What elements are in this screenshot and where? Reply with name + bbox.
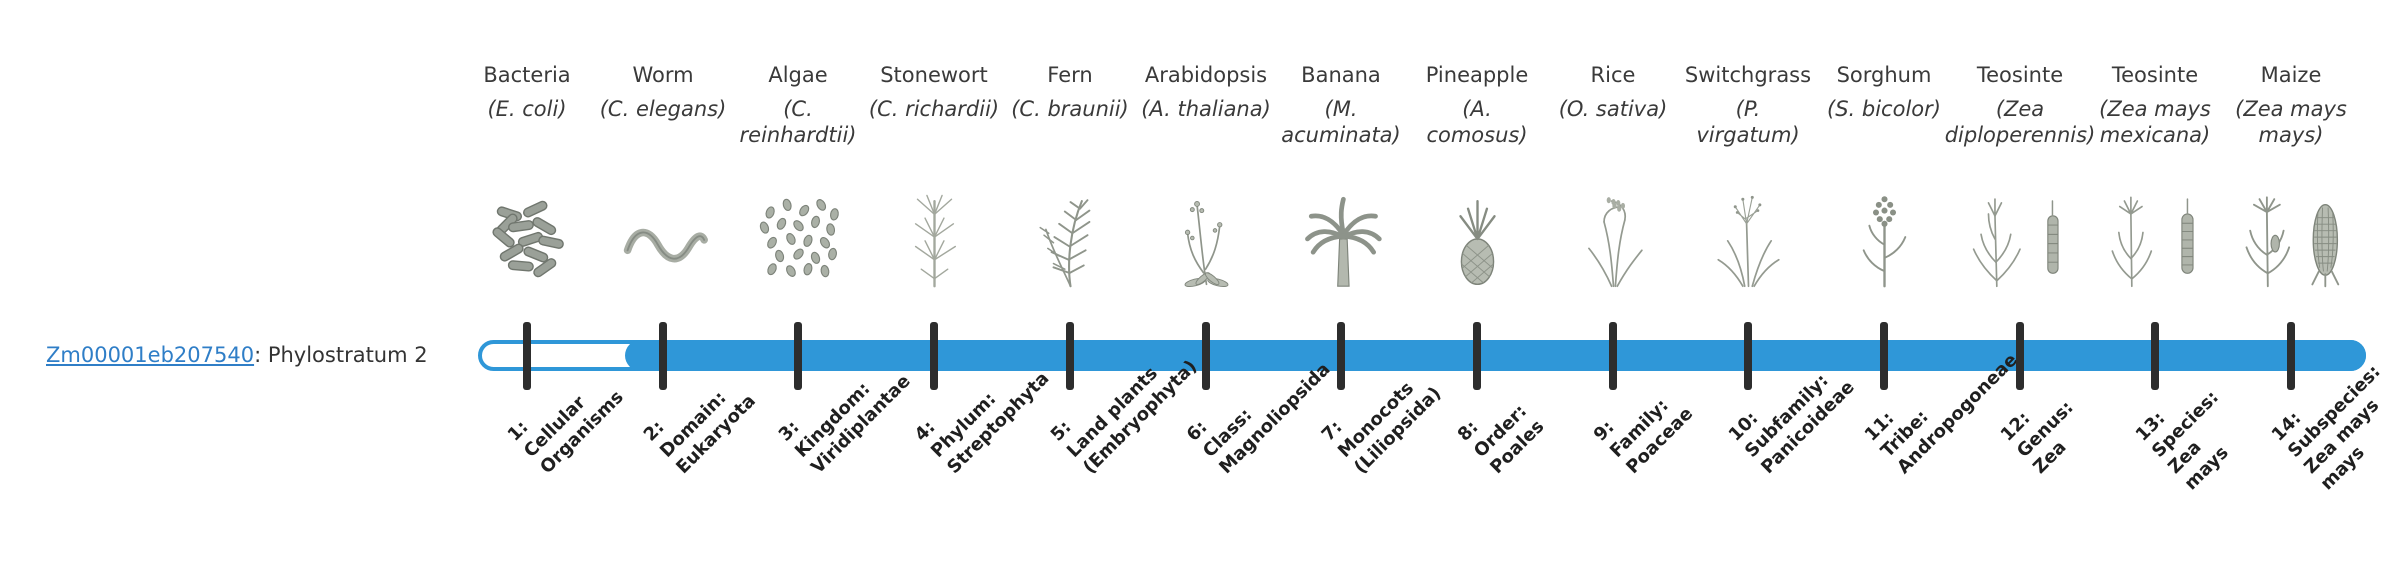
- organism-common-name: Fern: [1047, 63, 1093, 87]
- organism-scientific-name: (Zea mays mexicana): [2099, 97, 2211, 147]
- organism-scientific-name: (M. acuminata): [1281, 97, 1401, 147]
- organism-common-name: Worm: [632, 63, 694, 87]
- organism-scientific-name: (A. comosus): [1426, 97, 1528, 147]
- gene-id-link[interactable]: Zm00001eb207540: [46, 343, 255, 367]
- algae-illustration: [730, 170, 866, 290]
- organism-name: Worm (C. elegans): [573, 62, 753, 122]
- phylostratum-tick-4: [930, 322, 938, 390]
- organism-scientific-name: (C. reinhardtii): [739, 97, 857, 147]
- organism-name: Maize (Zea mays mays): [2201, 62, 2381, 148]
- arabidopsis-illustration: [1138, 170, 1274, 290]
- rice-illustration: [1545, 170, 1681, 290]
- phylostratum-tick-8: [1473, 322, 1481, 390]
- organism-scientific-name: (O. sativa): [1558, 97, 1668, 121]
- phylostratum-tick-3: [794, 322, 802, 390]
- phylostratum-tick-14: [2287, 322, 2295, 390]
- banana-illustration: [1273, 170, 1409, 290]
- organism-common-name: Pineapple: [1425, 63, 1529, 87]
- organism-name: Algae (C. reinhardtii): [708, 62, 888, 148]
- organism-common-name: Sorghum: [1836, 63, 1932, 87]
- organism-scientific-name: (S. bicolor): [1827, 97, 1941, 121]
- phylostratum-tick-12: [2016, 322, 2024, 390]
- organism-name: Switchgrass (P. virgatum): [1658, 62, 1838, 148]
- phylostrata-bar-fill: [625, 340, 2366, 371]
- phylostratum-text: : Phylostratum 2: [254, 343, 428, 367]
- phylostratum-tick-11: [1880, 322, 1888, 390]
- stratum-column-3: Algae (C. reinhardtii): [730, 0, 915, 580]
- pineapple-illustration: [1409, 170, 1545, 290]
- worm-illustration: [595, 170, 731, 290]
- organism-scientific-name: (P. virgatum): [1696, 97, 1800, 147]
- teosinte-mexicana-illustration: [2087, 170, 2223, 290]
- stratum-column-12: Teosinte (Zea diploperennis): [1945, 0, 2096, 580]
- organism-common-name: Stonewort: [880, 63, 988, 87]
- organism-scientific-name: (C. braunii): [1011, 97, 1129, 121]
- organism-name: Arabidopsis (A. thaliana): [1116, 62, 1296, 122]
- organism-name: Stonewort (C. richardii): [844, 62, 1024, 122]
- stratum-column-14: Maize (Zea mays mays): [2223, 0, 2385, 580]
- phylostratum-tick-9: [1609, 322, 1617, 390]
- organism-name: Fern (C. braunii): [980, 62, 1160, 122]
- phylostratum-tick-13: [2151, 322, 2159, 390]
- organism-name: Teosinte (Zea diploperennis): [1930, 62, 2110, 148]
- phylostratum-tick-10: [1744, 322, 1752, 390]
- organism-scientific-name: (Zea mays mays): [2235, 97, 2347, 147]
- organism-scientific-name: (A. thaliana): [1141, 97, 1271, 121]
- phylostratum-tick-5: [1066, 322, 1074, 390]
- switchgrass-illustration: [1680, 170, 1816, 290]
- stratum-column-1: Bacteria (E. coli): [459, 0, 627, 580]
- phylostratum-tick-1: [523, 322, 531, 390]
- phylostratum-tick-7: [1337, 322, 1345, 390]
- phylostratum-tick-6: [1202, 322, 1210, 390]
- stratum-column-5: Fern (C. braunii) 5: Land plants (Embryo…: [1002, 0, 1201, 580]
- organism-common-name: Switchgrass: [1684, 63, 1812, 87]
- organism-name: Pineapple (A. comosus): [1387, 62, 1567, 148]
- stratum-column-11: Sorghum (S. bicolor) 11: Tribe: Andropog…: [1816, 0, 2022, 580]
- stratum-column-8: Pineapple (A. comosus) 8: Order: Poales: [1409, 0, 1549, 580]
- organism-common-name: Teosinte: [1976, 63, 2064, 87]
- organism-common-name: Bacteria: [483, 63, 571, 87]
- organism-common-name: Arabidopsis: [1144, 63, 1268, 87]
- organism-scientific-name: (C. richardii): [868, 97, 1000, 121]
- teosinte-diploperennis-illustration: [1952, 170, 2088, 290]
- stratum-column-13: Teosinte (Zea mays mexicana): [2087, 0, 2233, 580]
- organism-name: Banana (M. acuminata): [1251, 62, 1431, 148]
- organism-common-name: Rice: [1590, 63, 1636, 87]
- bacteria-illustration: [459, 170, 595, 290]
- organism-name: Sorghum (S. bicolor): [1794, 62, 1974, 122]
- fern-illustration: [1002, 170, 1138, 290]
- organism-common-name: Algae: [768, 63, 828, 87]
- maize-illustration: [2223, 170, 2359, 290]
- stratum-column-9: Rice (O. sativa): [1545, 0, 1697, 580]
- stratum-column-10: Switchgrass (P. virgatum): [1680, 0, 1859, 580]
- sorghum-illustration: [1816, 170, 1952, 290]
- organism-scientific-name: (Zea diploperennis): [1944, 97, 2096, 147]
- organism-common-name: Maize: [2260, 63, 2322, 87]
- stratum-column-4: Stonewort (C. richardii) 4: Phylum: Stre…: [866, 0, 1053, 580]
- organism-scientific-name: (C. elegans): [599, 97, 727, 121]
- stonewort-illustration: [866, 170, 1002, 290]
- gene-label: Zm00001eb207540: Phylostratum 2: [46, 343, 428, 367]
- organism-scientific-name: (E. coli): [487, 97, 567, 121]
- organism-name: Rice (O. sativa): [1523, 62, 1703, 122]
- stratum-column-6: Arabidopsis (A. thaliana): [1138, 0, 1334, 580]
- organism-name: Bacteria (E. coli): [437, 62, 617, 122]
- stratum-column-2: Worm (C. elegans) 2: Domain: Eukaryota: [595, 0, 760, 580]
- stratum-column-7: Banana (M. acuminata) 7: Monocots (Lilio…: [1273, 0, 1445, 580]
- organism-common-name: Banana: [1301, 63, 1381, 87]
- organism-common-name: Teosinte: [2111, 63, 2199, 87]
- phylostratum-tick-2: [659, 322, 667, 390]
- organism-name: Teosinte (Zea mays mexicana): [2065, 62, 2245, 148]
